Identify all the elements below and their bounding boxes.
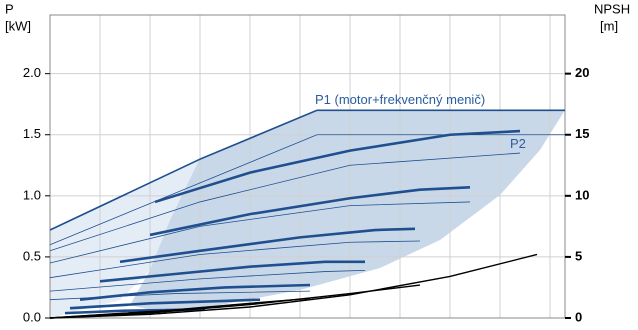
- curve: [49, 134, 565, 246]
- curve: [49, 269, 366, 292]
- y2-tick-label: 10: [575, 187, 589, 202]
- curve: [154, 129, 521, 204]
- y2-tick-label: 20: [575, 65, 589, 80]
- curve: [69, 298, 261, 310]
- curve: [49, 109, 565, 231]
- y-tick-label: 2.0: [23, 65, 41, 80]
- curve: [49, 240, 421, 279]
- y-tick-label: 1.5: [23, 126, 41, 141]
- y2-tick-label: 5: [575, 248, 582, 263]
- curve: [49, 152, 521, 252]
- curve: [49, 253, 538, 319]
- curve: [119, 227, 416, 264]
- annotation: P1 (motor+frekvenčný menič): [315, 92, 485, 107]
- y2-tick-label: 15: [575, 126, 589, 141]
- y-tick-label: 0.0: [23, 309, 41, 324]
- curve: [49, 307, 206, 319]
- y2-tick-label: 0: [575, 309, 582, 324]
- y-tick-label: 1.0: [23, 187, 41, 202]
- curve: [149, 185, 471, 237]
- curve: [99, 260, 365, 283]
- annotation: P2: [510, 136, 526, 151]
- range: [130, 110, 565, 312]
- y2-label-top: NPSH: [594, 1, 630, 16]
- y-label-top: P: [5, 1, 14, 16]
- curve: [49, 284, 421, 319]
- curve: [79, 283, 311, 301]
- y-tick-label: 0.5: [23, 248, 41, 263]
- y-label: [kW]: [5, 18, 31, 33]
- curve: [49, 201, 471, 264]
- plot-frame: [49, 14, 566, 319]
- y2-label: [m]: [600, 18, 618, 33]
- curve: [49, 290, 311, 301]
